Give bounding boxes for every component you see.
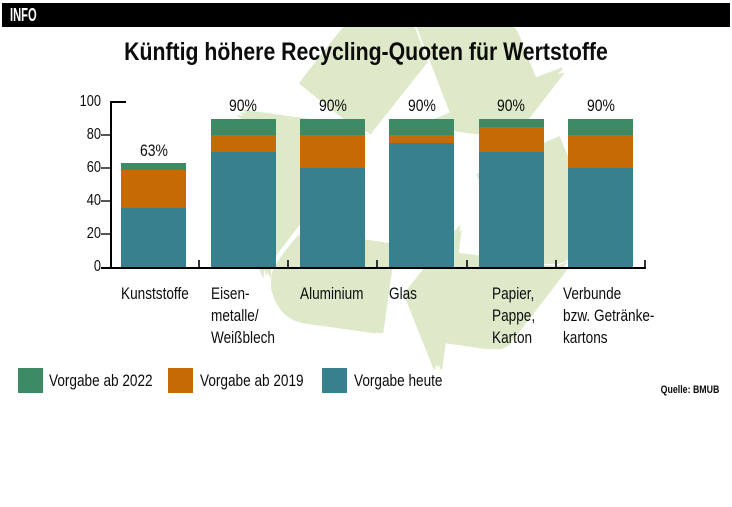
y-tick-label: 100 — [79, 93, 101, 110]
y-tick-label: 80 — [86, 126, 101, 143]
y-tick-label: 40 — [86, 192, 101, 209]
y-tick — [101, 134, 110, 136]
bar-value-label: 90% — [229, 96, 258, 115]
x-tick — [376, 260, 379, 267]
bar-segment-vorgabe-heute — [300, 168, 365, 267]
source-credit: Quelle: BMUB — [660, 384, 719, 396]
x-axis-line — [101, 267, 646, 269]
category-label: Eisen-metalle/Weißblech — [210, 284, 275, 347]
y-tick-label: 60 — [86, 159, 101, 176]
bar-segment-vorgabe-ab-2022 — [121, 163, 187, 171]
legend-label: Vorgabe heute — [354, 371, 443, 390]
category-label: Papier, Pappe, Karton — [491, 284, 535, 347]
bar-value-label: 63% — [139, 140, 168, 160]
category-label: Glas — [389, 284, 418, 303]
category-label: Verbunde bzw. Getränke-kartons — [563, 284, 655, 347]
chart-title: Künftig höhere Recycling-Quoten für Wert… — [124, 38, 608, 66]
bar-value-label: 90% — [318, 96, 347, 115]
bar-value-label: 90% — [407, 96, 436, 115]
x-tick — [465, 260, 468, 267]
bar-value-label: 90% — [497, 96, 526, 115]
bar-segment-vorgabe-ab-2019 — [389, 135, 455, 144]
legend-swatch — [18, 368, 43, 393]
bar-chart: 0 20 40 60 80 100 63% Kunststoffe 90% Eisen-metal… — [18, 93, 655, 393]
x-tick — [197, 260, 200, 267]
info-banner: INFO — [2, 3, 730, 27]
bar-segment-vorgabe-ab-2019 — [478, 126, 544, 152]
bar-value-label: 90% — [586, 96, 615, 115]
y-axis-line — [110, 101, 112, 268]
info-banner-label: INFO — [10, 4, 37, 25]
bar-segment-vorgabe-heute — [121, 207, 187, 267]
bar-segment-vorgabe-ab-2022 — [568, 118, 633, 135]
bar-segment-vorgabe-ab-2019 — [121, 170, 187, 208]
x-tick — [554, 260, 557, 267]
bar-segment-vorgabe-ab-2022 — [300, 118, 365, 135]
bar-segment-vorgabe-heute — [478, 151, 544, 267]
y-axis-top-tick — [112, 101, 126, 103]
bar-segment-vorgabe-ab-2019 — [300, 135, 365, 168]
x-tick — [286, 260, 289, 267]
y-tick-label: 20 — [86, 225, 101, 242]
bar-segment-vorgabe-ab-2019 — [568, 135, 633, 168]
y-tick — [101, 167, 110, 169]
y-tick — [101, 200, 110, 202]
legend-label: Vorgabe ab 2022 — [49, 371, 153, 390]
bar-segment-vorgabe-ab-2022 — [478, 118, 544, 127]
legend-swatch — [168, 368, 193, 393]
bar-segment-vorgabe-ab-2019 — [210, 135, 276, 152]
bar-segment-vorgabe-heute — [568, 168, 633, 267]
category-label: Aluminium — [300, 284, 364, 303]
bar-segment-vorgabe-ab-2022 — [389, 118, 455, 135]
bar-segment-vorgabe-ab-2022 — [210, 118, 276, 135]
x-tick — [644, 260, 646, 267]
bar-segment-vorgabe-heute — [389, 143, 455, 267]
bar-segment-vorgabe-heute — [210, 151, 276, 267]
legend-swatch — [321, 368, 347, 393]
y-tick — [101, 233, 110, 235]
legend-label: Vorgabe ab 2019 — [200, 371, 304, 390]
category-label: Kunststoffe — [121, 284, 190, 303]
y-tick-label: 0 — [93, 258, 101, 275]
